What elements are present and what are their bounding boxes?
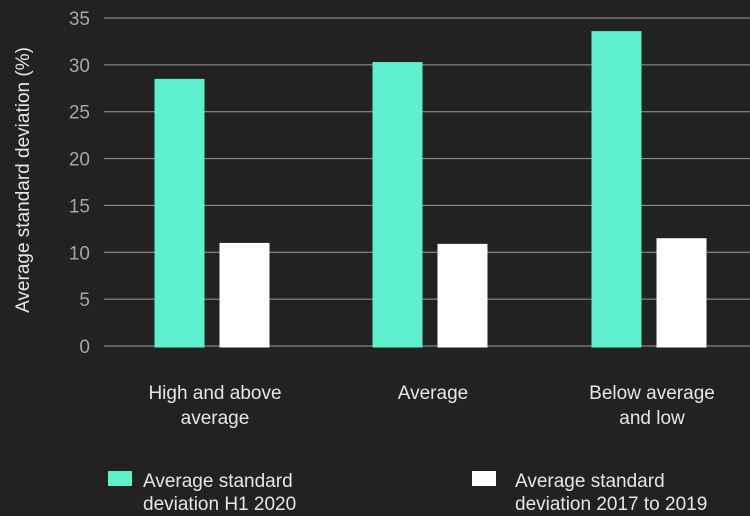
bar-2017-2019-0	[219, 242, 270, 348]
legend-swatch	[472, 471, 496, 486]
x-category-label: Below average and low	[589, 383, 715, 429]
bar-h1-2020-2	[591, 31, 642, 348]
gridlines	[104, 17, 750, 347]
y-tick-label: 35	[69, 9, 90, 30]
bar-2017-2019-2	[656, 238, 707, 348]
x-category-label: Average	[398, 383, 468, 404]
x-axis-labels: High and above average Average Below averag…	[148, 383, 714, 429]
y-axis-title: Average standard deviation (%)	[13, 47, 34, 313]
y-tick-label: 0	[79, 337, 90, 358]
y-tick-label: 25	[69, 103, 90, 124]
bar-h1-2020-0	[154, 78, 205, 348]
legend: Average standard deviation H1 2020 Average…	[108, 471, 707, 515]
y-tick-label: 20	[69, 150, 90, 171]
y-tick-label: 5	[79, 290, 90, 311]
bars	[154, 31, 707, 348]
x-category-label: High and above average	[148, 383, 281, 429]
y-tick-label: 15	[69, 196, 90, 217]
y-tick-label: 30	[69, 56, 90, 77]
legend-label: Average standard deviation 2017 to 2019	[515, 471, 707, 515]
y-tick-label: 10	[69, 243, 90, 264]
bar-h1-2020-1	[372, 62, 423, 348]
bar-2017-2019-1	[437, 243, 488, 348]
legend-swatch	[108, 471, 132, 486]
legend-label: Average standard deviation H1 2020	[143, 471, 296, 515]
y-axis-ticks: 0 5 10 15 20 25 30 35	[69, 9, 90, 358]
